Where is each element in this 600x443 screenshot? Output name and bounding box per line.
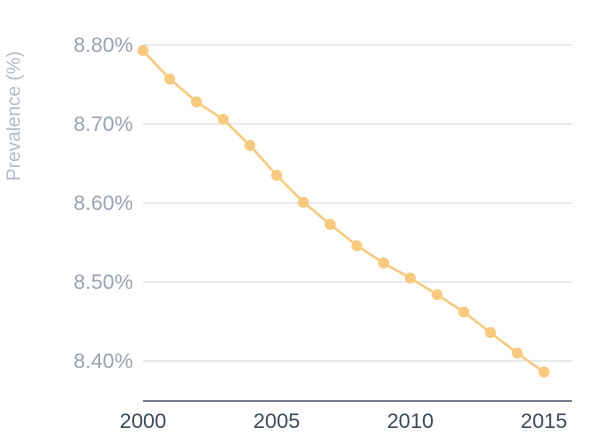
data-point [538, 366, 550, 378]
data-point [431, 289, 443, 301]
y-axis-label: Prevalence (%) [4, 51, 25, 181]
series-prevalence [137, 45, 550, 378]
data-point [190, 96, 202, 108]
data-point [297, 196, 309, 208]
y-tick-label: 8.40% [73, 350, 133, 373]
x-tick-labels: 2000 2005 2010 2015 [120, 410, 568, 433]
data-point [404, 272, 416, 284]
data-point [164, 73, 176, 85]
y-tick-label: 8.50% [73, 271, 133, 294]
x-tick-label: 2015 [521, 410, 568, 433]
series-line [142, 49, 545, 374]
data-point [351, 240, 363, 252]
x-tick-label: 2010 [387, 410, 434, 433]
data-point [271, 169, 283, 181]
data-point [137, 45, 149, 57]
data-point [244, 139, 256, 151]
y-tick-label: 8.80% [73, 34, 133, 57]
gridlines [143, 44, 572, 362]
data-point [324, 218, 336, 230]
x-tick-label: 2000 [120, 410, 167, 433]
y-tick-labels: 8.40% 8.50% 8.60% 8.70% 8.80% [73, 34, 133, 373]
data-point [217, 113, 229, 125]
data-point [511, 347, 523, 359]
data-point [485, 327, 497, 339]
data-point [458, 306, 470, 318]
x-tick-label: 2005 [253, 410, 300, 433]
y-tick-label: 8.60% [73, 192, 133, 215]
data-point [378, 257, 390, 269]
y-tick-label: 8.70% [73, 113, 133, 136]
